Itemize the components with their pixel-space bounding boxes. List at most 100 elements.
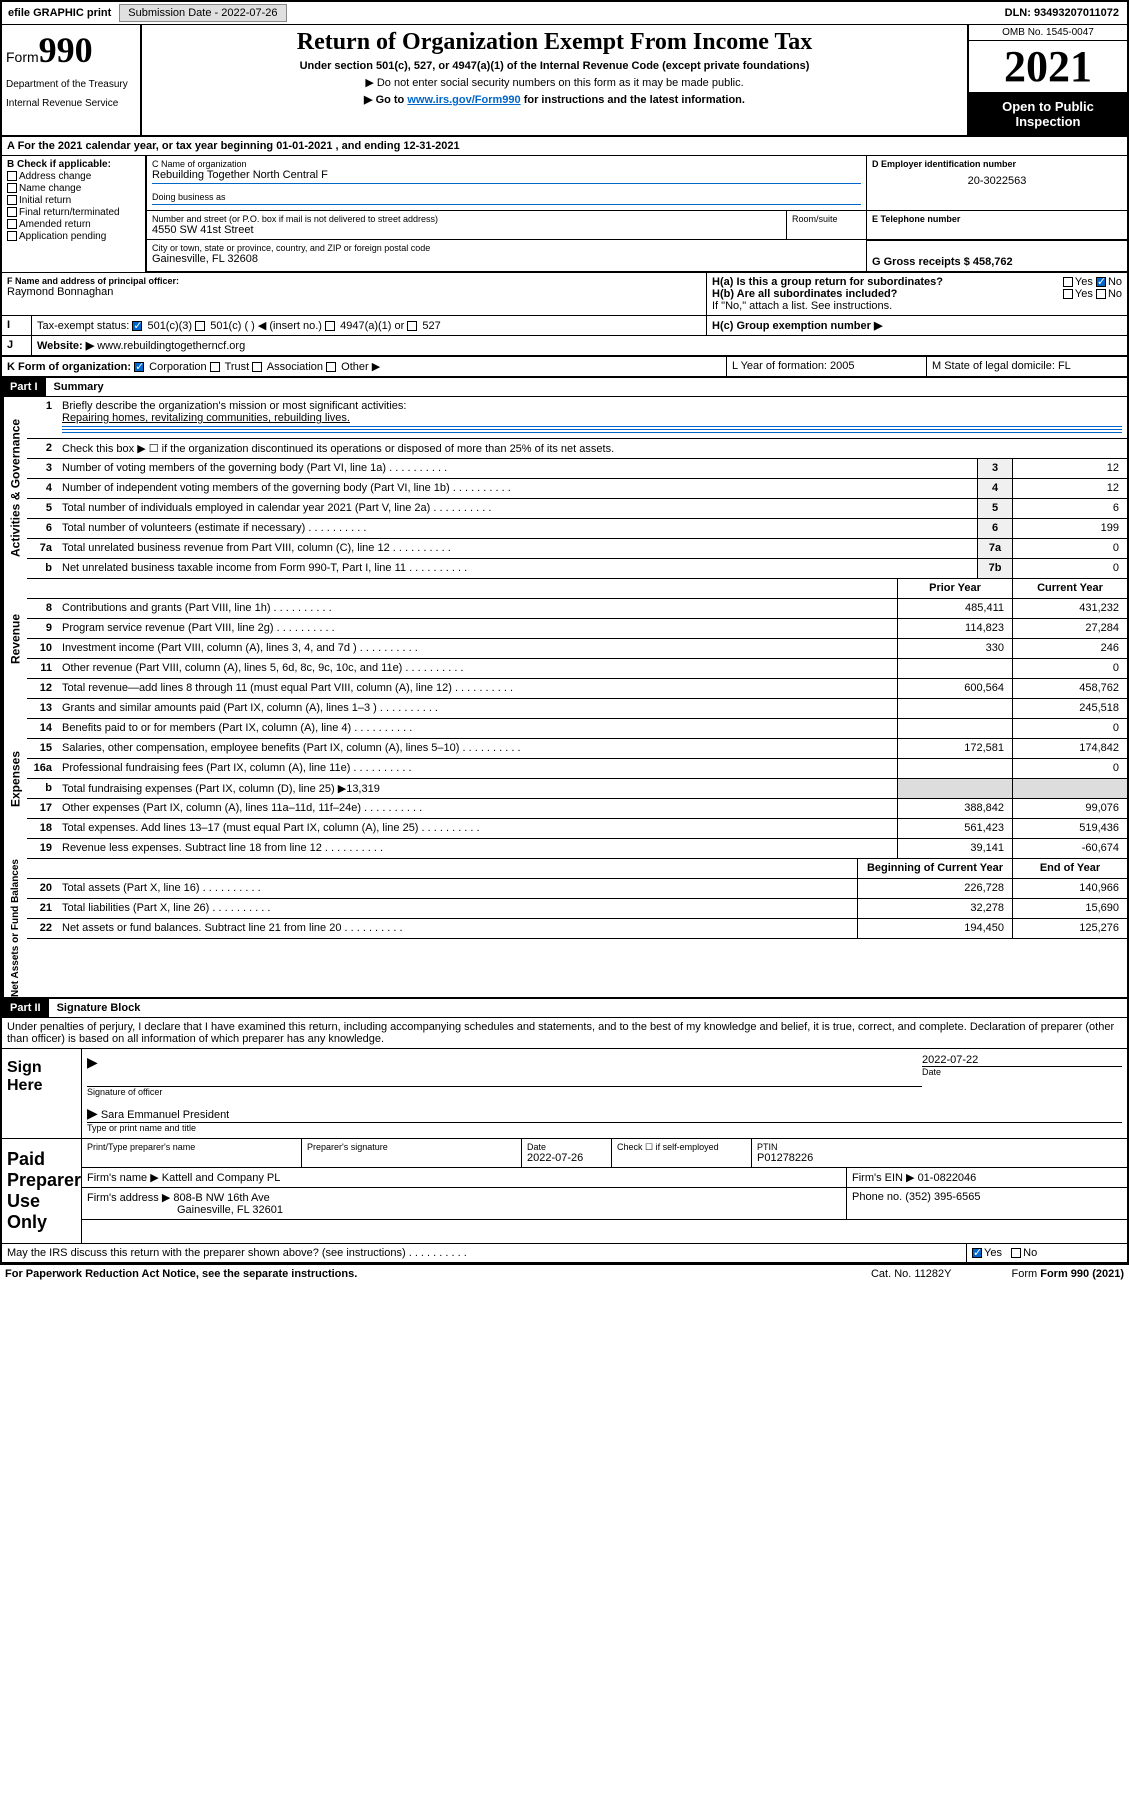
ptin-value: P01278226 [757,1152,1122,1164]
submission-date-button[interactable]: Submission Date - 2022-07-26 [119,4,286,22]
col-current: Current Year [1012,579,1127,598]
street-address: 4550 SW 41st Street [152,224,781,236]
sidebar-expenses: Expenses [2,699,27,859]
paperwork-notice: For Paperwork Reduction Act Notice, see … [5,1268,357,1280]
form-subtitle: Under section 501(c), 527, or 4947(a)(1)… [146,60,963,72]
net-row: 21 Total liabilities (Part X, line 26) 3… [27,899,1127,919]
gov-row: b Net unrelated business taxable income … [27,559,1127,579]
officer-printed-name: Sara Emmanuel President [101,1109,229,1121]
efile-label: efile GRAPHIC print [2,5,117,21]
form-label: Form [6,49,39,65]
exp-row: 15 Salaries, other compensation, employe… [27,739,1127,759]
phone-label: Phone no. [852,1191,902,1203]
section-c-label: C Name of organization [152,159,861,169]
prep-date: 2022-07-26 [527,1152,606,1164]
rev-row: 10 Investment income (Part VIII, column … [27,639,1127,659]
check-association[interactable] [252,362,262,372]
exp-row: 18 Total expenses. Add lines 13–17 (must… [27,819,1127,839]
ein-value: 20-3022563 [872,175,1122,187]
firm-city: Gainesville, FL 32601 [177,1204,841,1216]
part1-header: Part I [2,378,46,396]
form-footer: Form Form 990 (2021) [1012,1268,1125,1280]
col-beginning: Beginning of Current Year [857,859,1012,878]
check-application-pending[interactable]: Application pending [7,231,140,242]
gov-row: 3 Number of voting members of the govern… [27,459,1127,479]
rev-row: 9 Program service revenue (Part VIII, li… [27,619,1127,639]
part2-title: Signature Block [49,999,149,1017]
gov-row: 6 Total number of volunteers (estimate i… [27,519,1127,539]
check-other[interactable] [326,362,336,372]
gross-receipts: G Gross receipts $ 458,762 [872,256,1122,268]
date-label: Date [922,1066,1122,1077]
check-trust[interactable] [210,362,220,372]
tax-exempt-label: Tax-exempt status: [37,320,129,332]
form-number: 990 [39,30,93,70]
check-address-change[interactable]: Address change [7,171,140,182]
officer-name: Raymond Bonnaghan [7,286,701,298]
part1-title: Summary [46,378,112,396]
room-label: Room/suite [792,214,861,224]
check-4947[interactable] [325,321,335,331]
sidebar-revenue: Revenue [2,579,27,699]
hb-note: If "No," attach a list. See instructions… [712,300,1122,312]
form-header: Form990 Department of the Treasury Inter… [2,25,1127,137]
firm-ein: 01-0822046 [918,1172,977,1184]
check-501c3[interactable] [132,321,142,331]
discuss-no[interactable] [1011,1248,1021,1258]
exp-row: 19 Revenue less expenses. Subtract line … [27,839,1127,859]
declaration-text: Under penalties of perjury, I declare th… [2,1018,1127,1049]
org-name: Rebuilding Together North Central F [152,169,861,181]
dba-label: Doing business as [152,192,861,202]
hc-label: H(c) Group exemption number ▶ [712,320,882,332]
firm-addr-label: Firm's address ▶ [87,1192,170,1204]
rev-row: 12 Total revenue—add lines 8 through 11 … [27,679,1127,699]
firm-addr: 808-B NW 16th Ave [173,1192,269,1204]
type-print-label: Type or print name and title [87,1122,1122,1133]
firm-name: Kattell and Company PL [162,1172,281,1184]
col-end: End of Year [1012,859,1127,878]
state-domicile: M State of legal domicile: FL [927,357,1127,376]
ha-label: H(a) Is this a group return for subordin… [712,276,943,288]
sig-officer-label: Signature of officer [87,1086,922,1097]
line1-label: Briefly describe the organization's miss… [62,400,1122,412]
discuss-label: May the IRS discuss this return with the… [7,1247,406,1259]
section-d-label: D Employer identification number [872,159,1122,169]
omb-label: OMB No. 1545-0047 [969,25,1127,41]
website-label: Website: ▶ [37,340,94,352]
exp-row: 16a Professional fundraising fees (Part … [27,759,1127,779]
exp-row: 13 Grants and similar amounts paid (Part… [27,699,1127,719]
discuss-yes[interactable] [972,1248,982,1258]
check-527[interactable] [407,321,417,331]
prep-sig-label: Preparer's signature [307,1142,516,1152]
form990-link[interactable]: www.irs.gov/Form990 [407,94,520,106]
exp-row: b Total fundraising expenses (Part IX, c… [27,779,1127,799]
col-prior: Prior Year [897,579,1012,598]
rev-row: 8 Contributions and grants (Part VIII, l… [27,599,1127,619]
section-f-label: F Name and address of principal officer: [7,276,701,286]
net-row: 20 Total assets (Part X, line 16) 226,72… [27,879,1127,899]
line2-text: Check this box ▶ ☐ if the organization d… [57,439,1127,458]
cat-no: Cat. No. 11282Y [871,1268,952,1280]
check-501c[interactable] [195,321,205,331]
year-formation: L Year of formation: 2005 [727,357,927,376]
tax-year: 2021 [969,41,1127,93]
check-name-change[interactable]: Name change [7,183,140,194]
section-k-label: K Form of organization: [7,361,131,373]
exp-row: 14 Benefits paid to or for members (Part… [27,719,1127,739]
sig-date: 2022-07-22 [922,1054,1122,1066]
check-amended-return[interactable]: Amended return [7,219,140,230]
note-ssn: ▶ Do not enter social security numbers o… [146,76,963,89]
dept-label: Department of the Treasury [6,79,136,90]
prep-name-label: Print/Type preparer's name [87,1142,296,1152]
form-title: Return of Organization Exempt From Incom… [146,29,963,56]
net-row: 22 Net assets or fund balances. Subtract… [27,919,1127,939]
check-self-employed: Check ☐ if self-employed [617,1142,746,1153]
check-corporation[interactable] [134,362,144,372]
check-final-return[interactable]: Final return/terminated [7,207,140,218]
check-initial-return[interactable]: Initial return [7,195,140,206]
section-b-label: B Check if applicable: [7,159,140,170]
firm-ein-label: Firm's EIN ▶ [852,1172,915,1184]
part2-header: Part II [2,999,49,1017]
note-goto-pre: ▶ Go to [364,94,407,106]
topbar: efile GRAPHIC print Submission Date - 20… [2,2,1127,25]
